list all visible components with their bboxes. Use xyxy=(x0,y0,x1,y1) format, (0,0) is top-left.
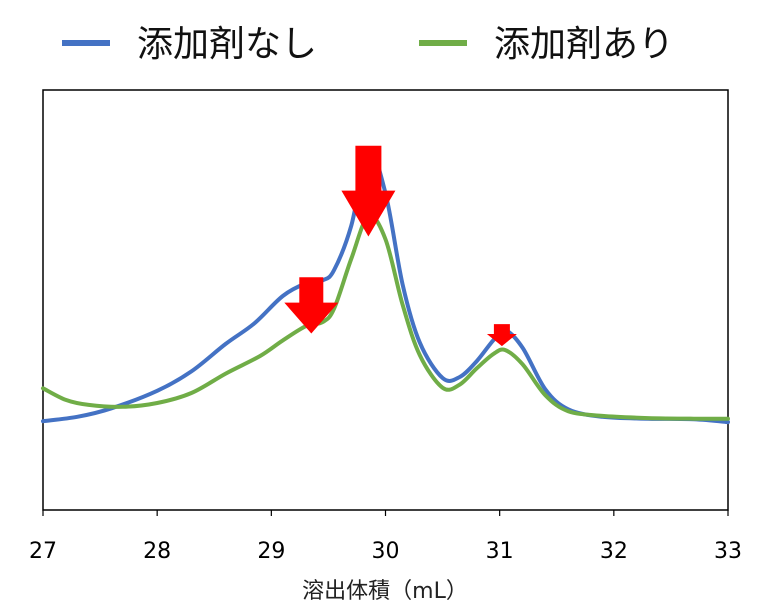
series-line-with-additive xyxy=(41,213,730,421)
x-axis-ticks: 27 28 29 30 31 32 33 xyxy=(29,510,742,564)
legend: 添加剤なし 添加剤あり xyxy=(62,24,674,65)
peak-arrow-marker xyxy=(341,145,396,237)
x-tick-label: 27 xyxy=(29,539,57,564)
x-axis-title: 溶出体積（mL） xyxy=(302,579,468,604)
x-tick-label: 30 xyxy=(372,539,400,564)
peak-arrow-marker xyxy=(486,324,517,347)
series-line-no-additive xyxy=(41,149,730,425)
x-tick-label: 29 xyxy=(257,539,285,564)
peak-arrow-marker xyxy=(284,277,339,334)
plot-area xyxy=(42,89,729,511)
x-tick-label: 33 xyxy=(714,539,742,564)
x-tick-label: 28 xyxy=(143,539,171,564)
peak-arrows xyxy=(284,145,517,347)
series-lines xyxy=(41,149,730,425)
x-tick-label: 31 xyxy=(486,539,514,564)
legend-label-no-additive: 添加剤なし xyxy=(137,24,317,65)
legend-label-with-additive: 添加剤あり xyxy=(494,24,674,65)
x-tick-label: 32 xyxy=(600,539,628,564)
